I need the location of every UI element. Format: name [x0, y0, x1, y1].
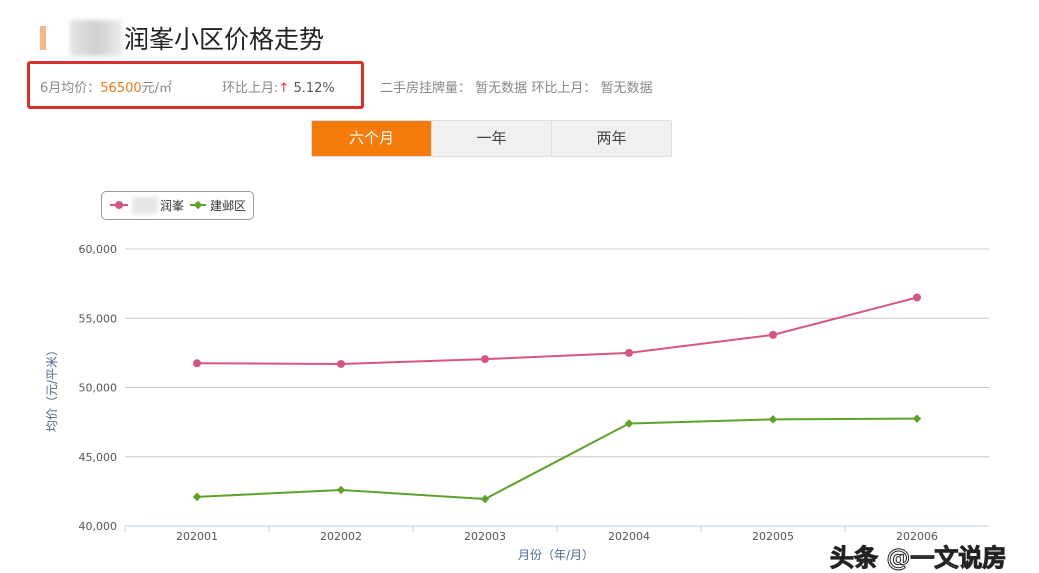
listing-mom-label: 环比上月： — [531, 81, 597, 96]
x-tick-label: 202003 — [464, 530, 506, 543]
series-line-1 — [196, 296, 918, 365]
x-tick-label: 202001 — [176, 530, 218, 543]
x-tick-label: 202002 — [320, 530, 362, 543]
y-tick-label: 55,000 — [79, 312, 118, 325]
legend-marker-1 — [115, 201, 123, 209]
mom-label: 环比上月: — [222, 81, 279, 96]
data-point — [192, 492, 202, 502]
legend-label-1[interactable]: 润峯 — [160, 199, 185, 213]
watermark: 头条 @一文说房 — [829, 544, 1007, 572]
period-tabs: 六个月 一年 两年 — [311, 120, 672, 157]
data-point — [625, 348, 633, 357]
data-point — [336, 485, 346, 495]
avg-label: 6月均价： — [40, 81, 101, 96]
mom-value: 5.12% — [293, 81, 335, 96]
tab-six-months[interactable]: 六个月 — [312, 121, 431, 156]
avg-price: 6月均价：56500元/㎡ — [40, 77, 172, 96]
tab-two-years[interactable]: 两年 — [551, 121, 671, 156]
data-point — [913, 293, 921, 302]
data-point — [768, 415, 778, 424]
data-point — [337, 359, 345, 368]
x-axis-title: 月份（年/月） — [518, 548, 594, 562]
legend-blur — [132, 197, 158, 214]
x-tick-label: 202006 — [896, 530, 938, 543]
data-point — [912, 414, 922, 423]
listing: 二手房挂牌量： 暂无数据 环比上月： 暂无数据 — [380, 77, 652, 96]
data-point — [480, 494, 490, 504]
page-title: 润峯小区价格走势 — [124, 25, 325, 54]
data-point — [481, 355, 489, 364]
y-tick-label: 60,000 — [79, 243, 118, 256]
highlight-box — [27, 61, 364, 109]
avg-value: 56500 — [100, 81, 142, 96]
data-point — [769, 330, 777, 339]
arrow-up-icon: ↑ — [278, 81, 290, 96]
title-accent-bar — [40, 26, 46, 50]
y-axis-title: 均价（元/平米） — [45, 344, 59, 432]
x-tick-label: 202005 — [752, 530, 794, 543]
blurred-name — [70, 20, 122, 56]
mom: 环比上月:↑ 5.12% — [222, 77, 335, 96]
legend-label-2[interactable]: 建邺区 — [210, 199, 247, 213]
y-tick-label: 50,000 — [79, 382, 118, 395]
listing-value: 暂无数据 — [475, 81, 528, 96]
y-tick-label: 45,000 — [79, 451, 118, 464]
series-line-2 — [196, 417, 918, 501]
x-tick-label: 202004 — [608, 530, 650, 543]
listing-mom-value: 暂无数据 — [600, 81, 653, 96]
data-point — [624, 419, 634, 428]
avg-unit: 元/㎡ — [141, 81, 173, 96]
tab-one-year[interactable]: 一年 — [431, 121, 551, 156]
listing-label: 二手房挂牌量： — [380, 81, 472, 96]
y-tick-label: 40,000 — [79, 520, 118, 533]
data-point — [193, 359, 201, 368]
legend: 润峯 建邺区 — [101, 191, 254, 220]
